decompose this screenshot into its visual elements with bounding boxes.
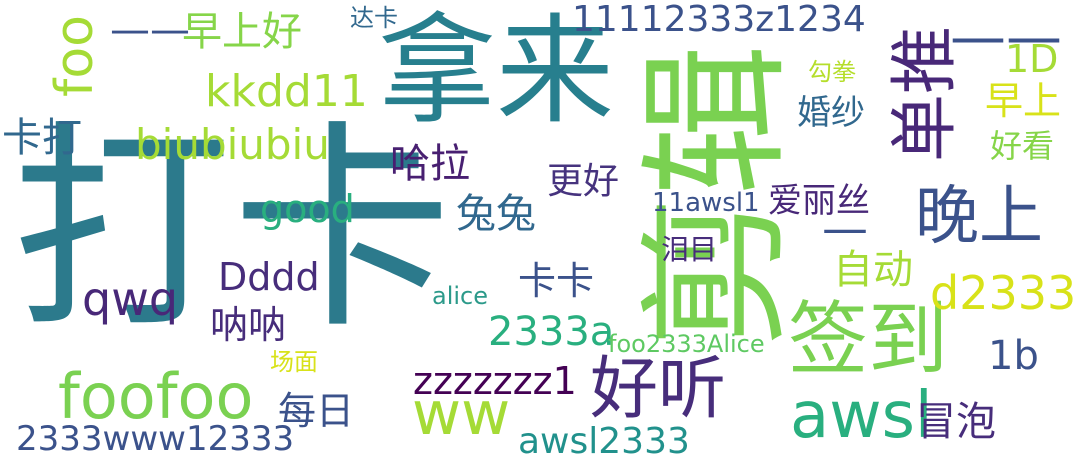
- word-changmian: 场面: [270, 348, 318, 376]
- word-tutu: 兔兔: [456, 191, 536, 237]
- word-dash-small: —: [822, 201, 868, 255]
- word-ailisi: 爱丽丝: [768, 181, 870, 221]
- word-gouquan: 勾拳: [808, 58, 856, 86]
- word-awsl2333: awsl2333: [518, 421, 690, 462]
- word-1D: 1D: [1005, 37, 1059, 81]
- word-wanshang: 晚上: [915, 180, 1043, 254]
- word-awsl: awsl: [790, 379, 933, 453]
- word-genghao: 更好: [547, 161, 620, 202]
- word-kkdd11: kkdd11: [205, 66, 368, 117]
- word-hunsha: 婚纱: [797, 93, 865, 133]
- word-qwq: qwq: [82, 272, 179, 326]
- word-11112333z1234: 11112333z1234: [572, 0, 866, 40]
- word-maopao: 冒泡: [916, 399, 996, 445]
- word-biubiubiu: biubiubiu: [135, 120, 330, 169]
- word-11awsl1: 11awsl1: [652, 188, 760, 218]
- word-haoting: 好听: [590, 350, 727, 429]
- word-haokan: 好看: [990, 127, 1055, 165]
- word-kaka: 卡卡: [518, 259, 595, 303]
- word-nana: 呐呐: [210, 303, 287, 347]
- word-ww: ww: [412, 379, 511, 449]
- word-leimu: 泪目: [661, 233, 718, 266]
- word-kada: 卡打: [2, 115, 82, 161]
- word-dash2: ——: [950, 5, 1062, 70]
- word-daka-small: 达卡: [350, 4, 398, 32]
- word-hala: 哈拉: [390, 141, 470, 187]
- word-nalai: 拿来: [378, 2, 615, 140]
- word-2333a: 2333a: [488, 309, 615, 355]
- word-good: good: [260, 187, 355, 231]
- word-daka-big: 打卡: [12, 102, 453, 358]
- word-zaoshanghao: 早上好: [182, 9, 302, 55]
- word-alice: alice: [432, 282, 489, 310]
- word-zzzzzzz1: zzzzzzz1: [413, 359, 577, 403]
- word-foo: foo: [44, 15, 105, 97]
- word-meiri: 每日: [278, 389, 355, 433]
- word-foo2333Alice: foo2333Alice: [608, 330, 765, 358]
- word-d2333: d2333: [930, 266, 1077, 320]
- word-qiandao: 签到: [788, 293, 948, 386]
- word-1b: 1b: [988, 333, 1039, 379]
- word-zaoshang: 早上: [985, 79, 1062, 123]
- word-2333www12333: 2333www12333: [16, 419, 295, 459]
- word-zidong: 自动: [833, 247, 913, 293]
- word-dash: ——: [110, 7, 190, 53]
- word-Dddd: Dddd: [218, 255, 320, 299]
- word-foofoo: foofoo: [58, 360, 254, 433]
